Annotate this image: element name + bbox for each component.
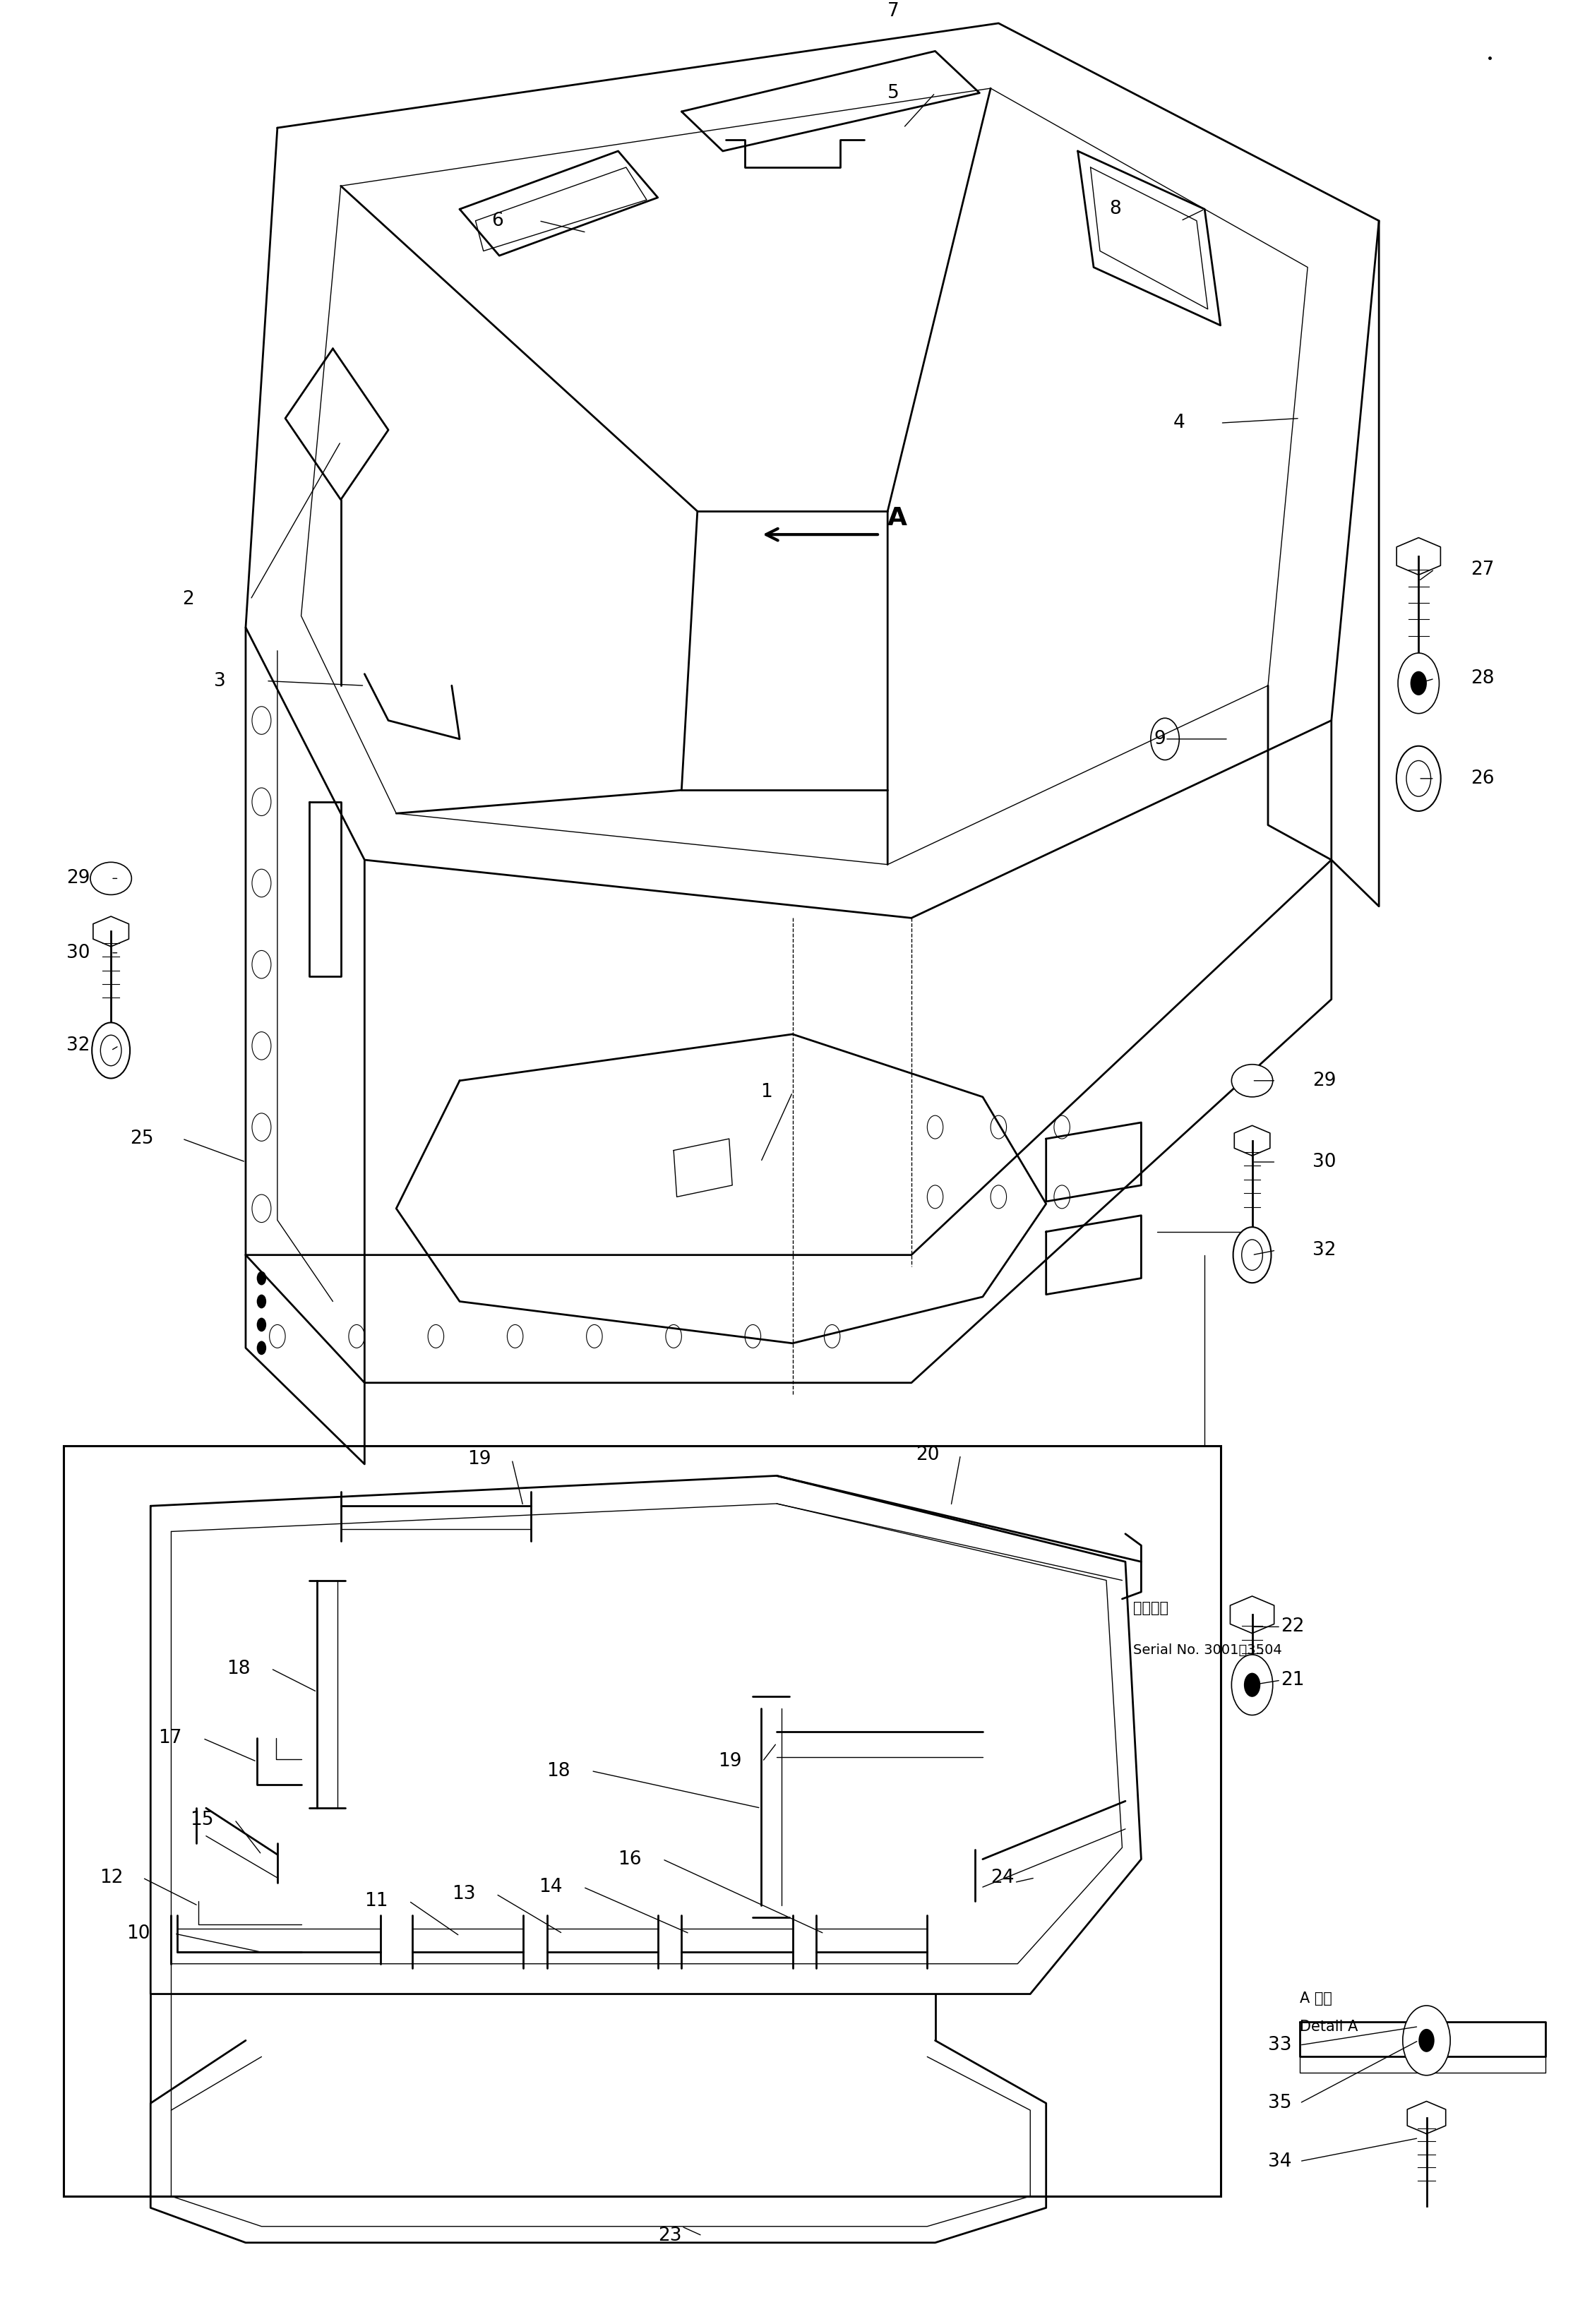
Polygon shape (1230, 1597, 1274, 1634)
Text: 11: 11 (365, 1892, 388, 1910)
Polygon shape (1407, 2101, 1446, 2133)
Text: 23: 23 (658, 2226, 682, 2245)
Text: 30: 30 (1312, 1153, 1336, 1171)
Text: 10: 10 (127, 1924, 151, 1943)
Text: Serial No. 3001～3504: Serial No. 3001～3504 (1133, 1643, 1282, 1657)
Polygon shape (1396, 537, 1441, 574)
Text: 12: 12 (100, 1868, 124, 1887)
Polygon shape (94, 916, 128, 946)
Text: 34: 34 (1268, 2152, 1292, 2171)
Text: 19: 19 (468, 1450, 491, 1469)
Circle shape (257, 1341, 266, 1355)
Text: 30: 30 (67, 944, 90, 962)
Circle shape (1411, 672, 1426, 695)
Circle shape (257, 1294, 266, 1308)
Text: 29: 29 (1312, 1071, 1336, 1090)
Text: 16: 16 (618, 1850, 642, 1868)
Text: A 詳細: A 詳細 (1300, 1992, 1331, 2006)
Text: 19: 19 (718, 1752, 742, 1771)
Text: 32: 32 (1312, 1241, 1336, 1260)
Text: 25: 25 (130, 1129, 154, 1148)
Text: 18: 18 (547, 1762, 571, 1780)
Circle shape (1419, 2029, 1434, 2052)
Text: 7: 7 (888, 2, 899, 21)
Ellipse shape (90, 862, 132, 895)
Circle shape (1398, 653, 1439, 713)
Text: 22: 22 (1281, 1618, 1304, 1636)
Circle shape (1233, 1227, 1271, 1283)
Circle shape (257, 1318, 266, 1332)
Text: 3: 3 (214, 672, 225, 690)
Text: 4: 4 (1173, 414, 1184, 432)
Text: 21: 21 (1281, 1671, 1304, 1690)
Text: 適用号機: 適用号機 (1133, 1601, 1168, 1615)
Text: 15: 15 (190, 1810, 214, 1829)
Text: 6: 6 (491, 211, 502, 230)
Text: 20: 20 (916, 1446, 940, 1464)
Text: 35: 35 (1268, 2094, 1292, 2113)
Text: 29: 29 (67, 869, 90, 888)
Text: 28: 28 (1471, 669, 1495, 688)
Text: 32: 32 (67, 1037, 90, 1055)
Text: 17: 17 (158, 1729, 182, 1748)
Text: 1: 1 (761, 1083, 772, 1102)
Text: 33: 33 (1268, 2036, 1292, 2054)
Bar (63, 1446, 1220, 2196)
Circle shape (1403, 2006, 1450, 2075)
Text: 13: 13 (452, 1885, 476, 1903)
Text: 8: 8 (1110, 200, 1121, 218)
Text: Detail A: Detail A (1300, 2020, 1358, 2033)
Ellipse shape (1232, 1064, 1273, 1097)
Circle shape (1244, 1673, 1260, 1697)
Circle shape (92, 1023, 130, 1078)
Circle shape (1232, 1655, 1273, 1715)
Circle shape (257, 1271, 266, 1285)
Text: 9: 9 (1154, 730, 1165, 748)
Text: 5: 5 (888, 84, 899, 102)
Polygon shape (1235, 1125, 1270, 1155)
Text: A: A (888, 507, 907, 530)
Text: 14: 14 (539, 1878, 563, 1896)
Text: 2: 2 (182, 590, 193, 609)
Text: 26: 26 (1471, 769, 1495, 788)
Text: 24: 24 (991, 1868, 1014, 1887)
Text: 27: 27 (1471, 560, 1495, 579)
Circle shape (1396, 746, 1441, 811)
Text: 18: 18 (227, 1659, 250, 1678)
